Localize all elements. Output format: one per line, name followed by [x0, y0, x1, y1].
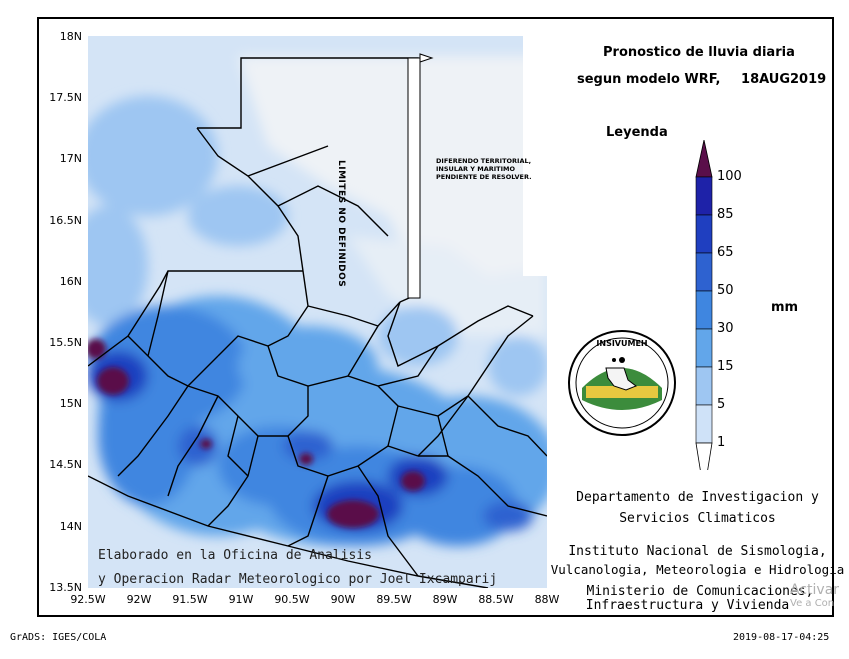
- colorbar-level-label: 100: [717, 169, 742, 184]
- limits-marker: [407, 53, 434, 299]
- lat-tick-label: 17.5N: [49, 91, 82, 105]
- lat-tick-label: 17N: [59, 152, 82, 166]
- map-title-date: 18AUG2019: [741, 72, 827, 87]
- dept-line-1: Departamento de Investigacion y: [576, 490, 819, 505]
- colorbar-level-label: 15: [717, 359, 734, 374]
- lat-tick-label: 15N: [59, 397, 82, 411]
- map-title-line2: segun modelo WRF, 18AUG2019: [577, 72, 826, 87]
- footer-timestamp: 2019-08-17-04:25: [733, 632, 830, 643]
- map-title-model: segun modelo WRF,: [577, 72, 721, 87]
- colorbar-segment: [695, 252, 713, 292]
- colorbar-level-label: 50: [717, 283, 734, 298]
- lon-tick-label: 91W: [228, 593, 254, 606]
- credit-line-1: Elaborado en la Oficina de Analisis: [98, 548, 372, 563]
- colorbar-segment: [695, 366, 713, 406]
- colorbar-top-arrow: [695, 140, 713, 178]
- min-line-2: Infraestructura y Vivienda: [585, 598, 790, 613]
- lat-tick-label: 16.5N: [49, 213, 82, 227]
- activation-watermark: Activar Ve a Con: [790, 582, 840, 609]
- legend-heading: Leyenda: [606, 125, 668, 140]
- lat-tick-label: 16N: [59, 274, 82, 288]
- colorbar-segment: [695, 214, 713, 254]
- lon-tick-label: 92.5W: [70, 593, 106, 606]
- rainfall-map: [88, 36, 547, 588]
- colorbar-level-label: 85: [717, 207, 734, 222]
- heavy-rain-cores: [88, 339, 425, 528]
- dispute-note: DIFERENDO TERRITORIAL, INSULAR Y MARITIM…: [436, 157, 532, 181]
- lon-tick-label: 90.5W: [274, 593, 310, 606]
- logo-name: INSIVUMEH: [596, 339, 647, 348]
- lon-tick-label: 88.5W: [478, 593, 514, 606]
- colorbar-segment: [695, 290, 713, 330]
- lat-tick-label: 13.5N: [49, 580, 82, 594]
- colorbar-level-label: 65: [717, 245, 734, 260]
- lon-tick-label: 89.5W: [376, 593, 412, 606]
- min-line-1: Ministerio de Comunicaciones,: [586, 584, 814, 599]
- colorbar-segment: [695, 404, 713, 444]
- limits-label: LIMITES NO DEFINIDOS: [336, 160, 346, 288]
- lon-tick-label: 92W: [126, 593, 152, 606]
- lon-tick-label: 90W: [330, 593, 356, 606]
- credit-line-2: y Operacion Radar Meteorologico por Joel…: [98, 572, 498, 587]
- inst-line-1: Instituto Nacional de Sismologia,: [568, 544, 827, 559]
- colorbar: [695, 140, 713, 470]
- lat-tick-label: 15.5N: [49, 336, 82, 349]
- dept-line-2: Servicios Climaticos: [619, 511, 776, 526]
- lon-tick-label: 88W: [534, 593, 560, 606]
- colorbar-level-label: 30: [717, 321, 734, 336]
- footer-grads: GrADS: IGES/COLA: [10, 632, 107, 643]
- legend-unit: mm: [771, 300, 799, 315]
- colorbar-segment: [695, 328, 713, 368]
- lat-tick-label: 14.5N: [49, 458, 82, 472]
- colorbar-bottom-arrow: [695, 442, 713, 470]
- lat-tick-label: 18N: [59, 30, 82, 43]
- lon-tick-label: 91.5W: [172, 593, 208, 606]
- lon-tick-label: 89W: [432, 593, 458, 606]
- colorbar-level-label: 1: [717, 435, 726, 450]
- colorbar-segment: [695, 176, 713, 216]
- insivumeh-logo: INSIVUMEH: [568, 330, 676, 436]
- colorbar-level-label: 5: [717, 397, 726, 412]
- map-title-line1: Pronostico de lluvia diaria: [603, 45, 795, 60]
- inst-line-2: Vulcanologia, Meteorologia e Hidrologia: [550, 562, 845, 577]
- lat-tick-label: 14N: [59, 519, 82, 533]
